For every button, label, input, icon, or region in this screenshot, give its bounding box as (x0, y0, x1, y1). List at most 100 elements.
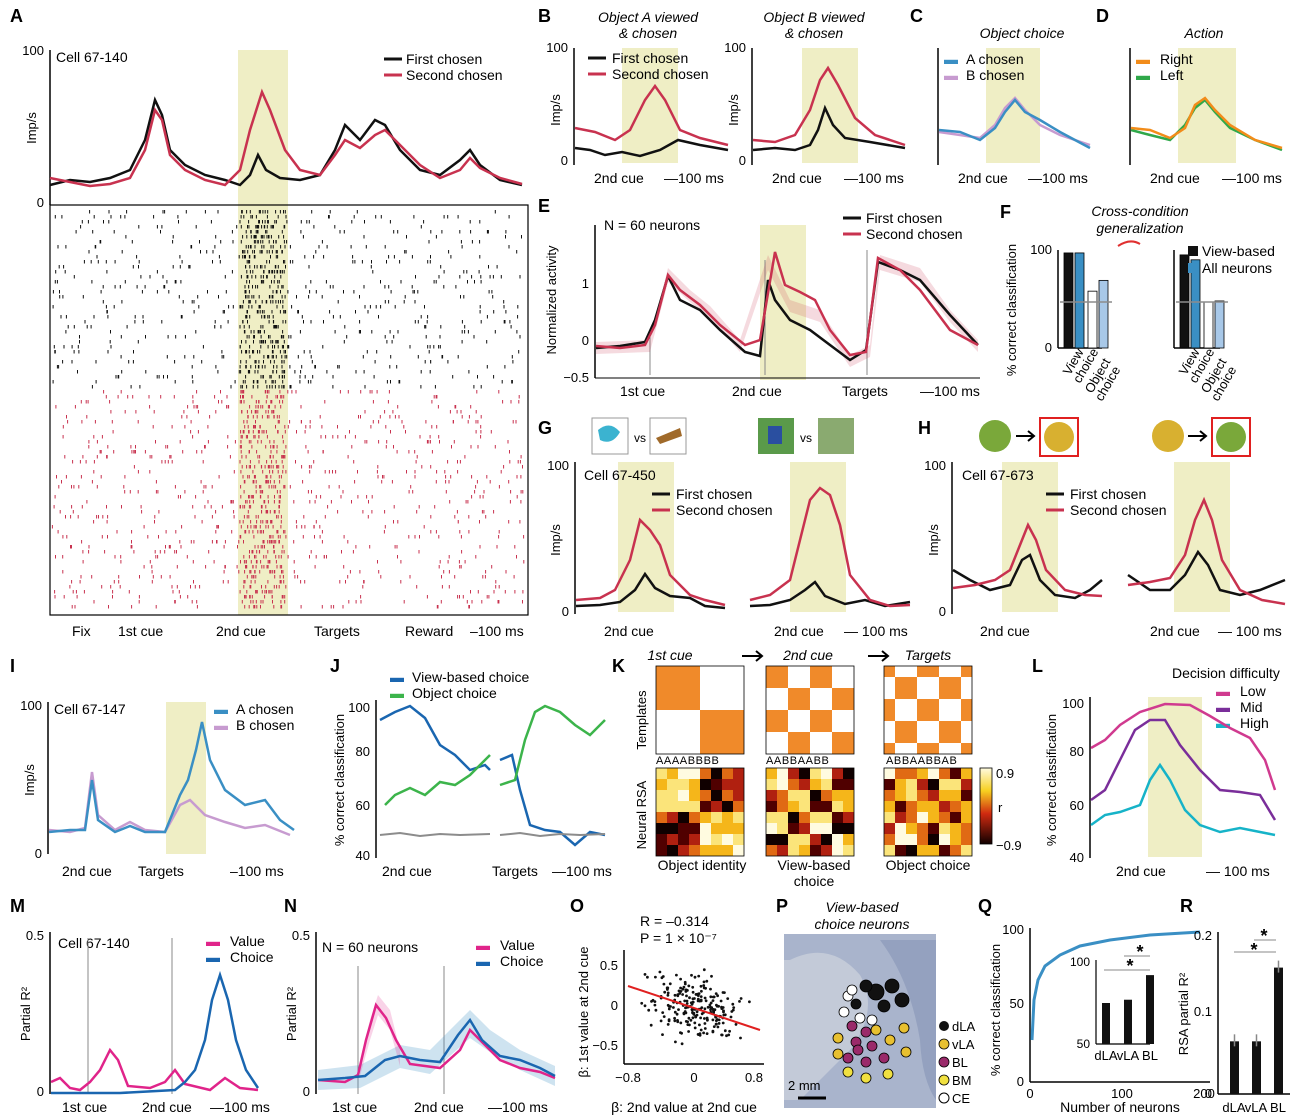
spike-row (82, 560, 525, 564)
scatter-point (721, 1006, 725, 1009)
spike-row (72, 460, 521, 464)
scatter-point (703, 1027, 707, 1030)
rsa-cell (733, 845, 744, 856)
scatter-point (717, 1004, 720, 1008)
rsa-cell (689, 779, 700, 790)
scatter-point (702, 968, 706, 972)
scatter-point (695, 1013, 699, 1017)
scatter-point (640, 1001, 644, 1005)
rsa-cell (711, 768, 722, 779)
y-tick: 100 (924, 458, 946, 473)
series-line (595, 251, 979, 357)
template-cell (799, 688, 810, 699)
spike-row (52, 290, 493, 294)
template-cell (689, 743, 700, 754)
template-cell (928, 677, 939, 688)
rsa-cell (656, 790, 667, 801)
rsa-cell (766, 823, 777, 834)
series-line (1130, 98, 1283, 152)
rsa-cell (961, 790, 972, 801)
rsa-cell (777, 812, 788, 823)
rsa-cell (961, 779, 972, 790)
legend-entry: Choice (230, 949, 274, 965)
sig-star: * (1260, 926, 1267, 946)
rsa-cell (950, 779, 961, 790)
rsa-cell (733, 812, 744, 823)
rsa-cell (788, 812, 799, 823)
note: N = 60 neurons (604, 217, 700, 233)
rsa-cell (799, 779, 810, 790)
rsa-cell (895, 812, 906, 823)
spike-row (59, 510, 495, 514)
template-cell (843, 688, 854, 699)
template-cell (843, 743, 854, 754)
template-cell (950, 732, 961, 743)
rsa-cell (810, 790, 821, 801)
template-cell (961, 699, 972, 710)
template-cell (950, 710, 961, 721)
series-line-second (49, 88, 523, 188)
legend-marker: ▬ (1136, 67, 1150, 83)
scatter-point (691, 1016, 695, 1020)
bar (1214, 300, 1225, 349)
template-cell (799, 721, 810, 732)
legend-marker: ▬ (390, 685, 404, 701)
template-cell (678, 666, 689, 677)
rsa-cell (722, 845, 733, 856)
rsa-cell (766, 768, 777, 779)
template-cell (777, 743, 788, 754)
scatter-point (703, 1017, 706, 1020)
y-tick: 0 (739, 153, 746, 168)
series-line (51, 970, 260, 1095)
legend-marker: ▬ (390, 669, 404, 685)
scatter-point (649, 1023, 653, 1027)
scatter-point (654, 975, 657, 979)
legend-entry: Right (1160, 51, 1193, 67)
shade (166, 702, 206, 854)
legend-entry: Choice (500, 953, 544, 969)
template-cell (766, 688, 777, 699)
template-cell (656, 688, 667, 699)
rsa-cell (950, 834, 961, 845)
template-cell (939, 666, 950, 677)
scatter-point (691, 990, 695, 994)
x-label: —100 ms (664, 170, 724, 186)
axis-letters: AABBAABB (766, 755, 830, 767)
x-label: 2nd cue (774, 623, 824, 639)
template-cell (711, 677, 722, 688)
rsa-cell (821, 801, 832, 812)
series-line (575, 571, 726, 610)
legend-entry: Left (1160, 67, 1183, 83)
scatter-point (716, 1025, 720, 1029)
scatter-point (731, 1008, 735, 1012)
legend-entry: A chosen (236, 701, 294, 717)
legend-entry: First chosen (1070, 486, 1146, 502)
template-cell (799, 699, 810, 710)
template-cell (950, 721, 961, 732)
stimulus-image (768, 426, 782, 444)
matrix-frame (883, 767, 973, 857)
scatter-point (683, 980, 687, 984)
yellow-apple-icon (1152, 420, 1184, 452)
scatter-point (727, 1033, 731, 1037)
spike-row (71, 605, 470, 609)
rsa-cell (689, 790, 700, 801)
neuron-dot (850, 998, 862, 1010)
rsa-cell (961, 801, 972, 812)
y-tick: −0.5 (592, 1038, 618, 1053)
neuron-dot (846, 984, 858, 996)
spike-row (84, 320, 511, 324)
template-cell (788, 677, 799, 688)
y-tick: 0.2 (1194, 928, 1212, 943)
rsa-cell (700, 812, 711, 823)
y-tick: 0.5 (600, 958, 618, 973)
rsa-cell (722, 834, 733, 845)
y-axis-label: % correct classification (988, 944, 1003, 1076)
scatter-point (712, 1025, 716, 1028)
rsa-cell (961, 812, 972, 823)
spike-row (55, 555, 517, 559)
panel-label-h: H (918, 418, 931, 438)
template-cell (700, 699, 711, 710)
scatter-point (643, 973, 647, 976)
template-cell (906, 677, 917, 688)
